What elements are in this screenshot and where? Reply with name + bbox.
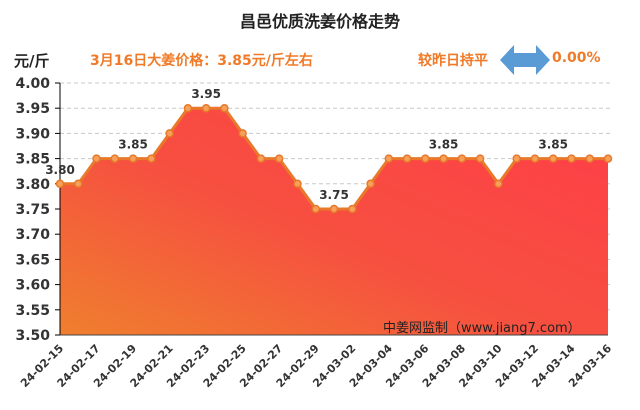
data-point <box>201 103 211 113</box>
watermark: 中姜网监制（www.jiang7.com） <box>383 321 581 336</box>
data-point <box>548 154 558 163</box>
y-tick-label: 3.60 <box>15 278 50 294</box>
data-point <box>74 179 83 189</box>
data-point <box>567 154 576 163</box>
y-tick-label: 3.50 <box>15 328 50 344</box>
y-tick-label: 3.65 <box>15 252 50 268</box>
chart-title: 昌邑优质洗姜价格走势 <box>239 12 400 31</box>
data-point <box>421 154 430 163</box>
data-label: 3.75 <box>319 188 349 202</box>
data-point <box>530 154 540 163</box>
data-point <box>110 154 120 163</box>
data-point <box>92 154 101 163</box>
data-point <box>128 154 138 163</box>
data-point <box>165 129 174 138</box>
y-tick-label: 3.55 <box>15 303 50 319</box>
data-label: 3.85 <box>538 138 568 152</box>
data-label: 3.95 <box>191 87 221 101</box>
y-tick-label: 3.90 <box>15 126 50 142</box>
data-point <box>329 204 339 214</box>
change-percent: 0.00% <box>552 50 601 66</box>
data-point <box>274 154 284 163</box>
data-point <box>494 179 503 189</box>
data-point <box>147 154 156 163</box>
data-point <box>220 103 229 113</box>
data-point <box>55 179 65 189</box>
y-tick-label: 3.85 <box>15 152 50 168</box>
data-point <box>293 179 302 189</box>
data-point <box>457 154 467 163</box>
data-point <box>475 154 485 163</box>
data-point <box>311 204 320 214</box>
data-point <box>238 129 247 138</box>
data-point <box>348 204 357 214</box>
data-label: 3.80 <box>45 163 75 177</box>
data-point <box>366 179 375 189</box>
y-tick-label: 3.70 <box>15 227 50 243</box>
left-right-arrow-icon <box>500 45 550 75</box>
y-tick-label: 3.95 <box>15 101 50 117</box>
data-point <box>402 154 412 163</box>
data-point <box>585 154 594 163</box>
y-tick-label: 4.00 <box>15 76 50 92</box>
data-label: 3.85 <box>429 138 459 152</box>
data-point <box>512 154 521 163</box>
y-tick-label: 3.80 <box>15 177 50 193</box>
data-point <box>439 154 448 163</box>
data-label: 3.85 <box>118 138 148 152</box>
price-summary: 3月16日大姜价格：3.85元/斤左右 <box>90 53 313 69</box>
price-area <box>60 108 608 335</box>
data-point <box>183 103 193 113</box>
data-point <box>603 154 613 163</box>
data-point <box>384 154 394 163</box>
data-point <box>256 154 266 163</box>
unit-label: 元/斤 <box>14 52 50 70</box>
y-tick-label: 3.75 <box>15 202 50 218</box>
compare-text: 较昨日持平 <box>418 53 488 69</box>
